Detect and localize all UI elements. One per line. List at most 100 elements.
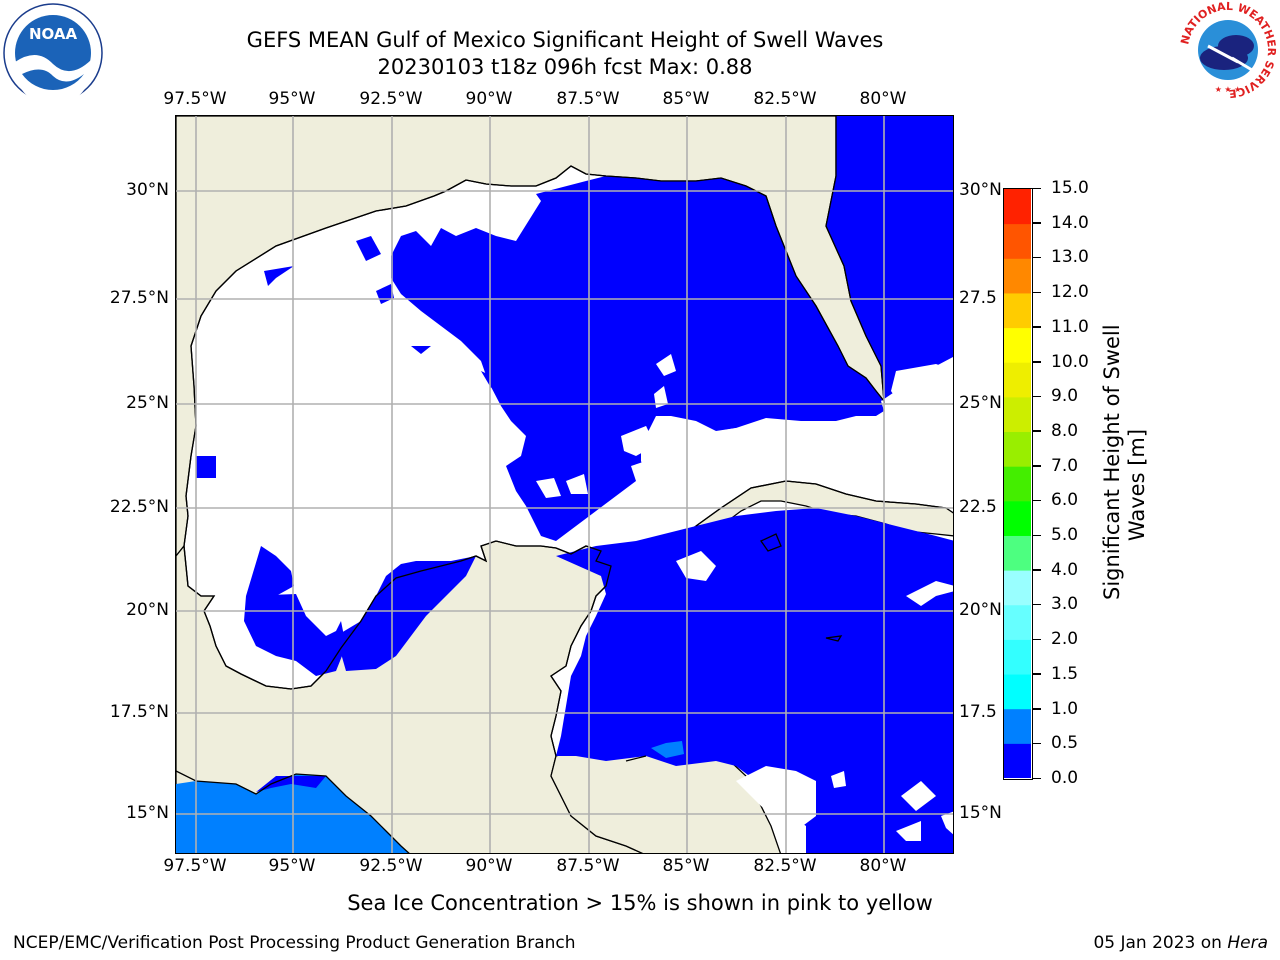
- lat-tick-right: 15°N: [959, 803, 1002, 823]
- colorbar-tick-label: 2.0: [1051, 629, 1079, 650]
- nws-logo: NATIONAL WEATHER SERVICE ★ ★ ★: [1178, 0, 1278, 100]
- colorbar-tick-label: 9.0: [1051, 386, 1079, 407]
- colorbar-tick-mark: [1033, 222, 1041, 224]
- map-panel: [175, 115, 954, 854]
- lon-tick-top: 95°W: [268, 89, 316, 109]
- colorbar-swatch: [1004, 292, 1031, 329]
- colorbar-tick-label: 0.0: [1051, 768, 1079, 788]
- colorbar-tick-mark: [1033, 673, 1041, 675]
- colorbar-swatch: [1004, 535, 1031, 571]
- colorbar-swatch: [1004, 258, 1031, 294]
- lat-tick-left: 17.5°N: [109, 702, 169, 722]
- colorbar-swatch: [1004, 466, 1031, 502]
- colorbar-swatch: [1004, 708, 1031, 744]
- footer-credit: NCEP/EMC/Verification Post Processing Pr…: [13, 933, 576, 953]
- colorbar-swatch: [1004, 570, 1031, 606]
- colorbar-tick-label: 10.0: [1051, 351, 1089, 372]
- colorbar-tick-mark: [1033, 361, 1041, 363]
- lon-tick-top: 90°W: [465, 89, 513, 109]
- lon-tick-bottom: 87.5°W: [556, 856, 620, 876]
- lon-tick-top: 92.5°W: [359, 89, 423, 109]
- lon-tick-top: 97.5°W: [163, 89, 227, 109]
- footer-host: Hera: [1227, 933, 1268, 953]
- colorbar-swatch: [1004, 223, 1031, 259]
- lat-tick-right: 30°N: [959, 180, 1002, 200]
- lon-tick-bottom: 92.5°W: [359, 856, 423, 876]
- footer-date-text: 05 Jan 2023 on: [1093, 933, 1228, 953]
- colorbar-tick-label: 1.5: [1051, 663, 1079, 684]
- colorbar-swatch: [1004, 743, 1031, 779]
- colorbar-tick-mark: [1033, 187, 1041, 189]
- noaa-logo-text: NOAA: [29, 25, 78, 43]
- colorbar-title: Significant Height of Swell Waves [m]: [1100, 324, 1150, 600]
- swell-0-0.5m: [196, 116, 953, 853]
- colorbar-tick-mark: [1033, 708, 1041, 710]
- lat-tick-right: 20°N: [959, 600, 1002, 620]
- colorbar-tick-mark: [1033, 777, 1041, 779]
- colorbar-swatch: [1004, 500, 1031, 536]
- colorbar-tick-mark: [1033, 742, 1041, 745]
- colorbar-swatch: [1004, 189, 1031, 225]
- colorbar-tick-mark: [1033, 256, 1041, 259]
- colorbar-tick-mark: [1033, 430, 1041, 432]
- colorbar-swatch: [1004, 362, 1031, 398]
- lon-tick-bottom: 82.5°W: [753, 856, 817, 876]
- colorbar-tick-label: 4.0: [1051, 559, 1079, 580]
- colorbar-tick-label: 15.0: [1051, 178, 1089, 198]
- colorbar-swatches: [1004, 189, 1031, 779]
- coastlines: [176, 116, 947, 853]
- colorbar-tick-label: 8.0: [1051, 420, 1079, 441]
- chart-subtitle: 20230103 t18z 096h fcst Max: 0.88: [377, 55, 753, 79]
- lon-tick-bottom: 85°W: [662, 856, 710, 876]
- colorbar-tick-mark: [1033, 499, 1041, 502]
- lon-tick-top: 82.5°W: [753, 89, 817, 109]
- colorbar-tick-mark: [1033, 291, 1041, 294]
- colorbar-tick-label: 14.0: [1051, 212, 1089, 233]
- colorbar-swatch: [1004, 639, 1031, 675]
- colorbar-tick-label: 11.0: [1051, 316, 1089, 337]
- lat-tick-right: 25°N: [959, 393, 1002, 413]
- footer-date: 05 Jan 2023 on Hera: [1093, 933, 1268, 953]
- colorbar-tick-mark: [1033, 603, 1041, 606]
- lon-tick-top: 80°W: [859, 89, 907, 109]
- colorbar-tick-label: 12.0: [1051, 282, 1089, 303]
- colorbar-tick-mark: [1033, 569, 1041, 571]
- colorbar-swatch: [1004, 431, 1031, 467]
- lon-tick-bottom: 90°W: [465, 856, 513, 876]
- lon-tick-bottom: 80°W: [859, 856, 907, 876]
- lat-tick-left: 20°N: [126, 600, 169, 620]
- lat-tick-right: 17.5: [959, 702, 997, 722]
- colorbar-swatch: [1004, 604, 1031, 640]
- swell-0-0.5m-strip: [256, 776, 326, 792]
- colorbar: [1003, 188, 1033, 780]
- lat-tick-left: 30°N: [126, 180, 169, 200]
- map-svg: [176, 116, 953, 853]
- colorbar-tick-label: 0.5: [1051, 733, 1079, 754]
- lat-tick-left: 25°N: [126, 393, 169, 413]
- graticule: [176, 116, 953, 853]
- svg-text:★ ★ ★: ★ ★ ★: [1215, 85, 1242, 94]
- lat-tick-right: 27.5: [959, 288, 997, 308]
- lon-tick-bottom: 95°W: [268, 856, 316, 876]
- colorbar-title-line2: Waves [m]: [1125, 428, 1149, 542]
- lon-tick-bottom: 97.5°W: [163, 856, 227, 876]
- colorbar-tick-label: 5.0: [1051, 525, 1079, 546]
- colorbar-swatch: [1004, 327, 1031, 363]
- colorbar-tick-label: 7.0: [1051, 455, 1079, 476]
- lat-tick-right: 22.5: [959, 497, 997, 517]
- lat-tick-left: 15°N: [126, 803, 169, 823]
- colorbar-title-line1: Significant Height of Swell: [1100, 324, 1124, 600]
- colorbar-tick-label: 6.0: [1051, 490, 1079, 511]
- lat-tick-left: 22.5°N: [109, 497, 169, 517]
- sea-ice-note: Sea Ice Concentration > 15% is shown in …: [347, 891, 933, 915]
- lon-tick-top: 87.5°W: [556, 89, 620, 109]
- lat-tick-left: 27.5°N: [109, 288, 169, 308]
- colorbar-tick-mark: [1033, 465, 1041, 467]
- colorbar-tick-label: 13.0: [1051, 247, 1089, 268]
- colorbar-tick-label: 1.0: [1051, 698, 1079, 719]
- colorbar-tick-label: 3.0: [1051, 594, 1079, 615]
- colorbar-tick-mark: [1033, 534, 1041, 537]
- colorbar-swatch: [1004, 674, 1031, 710]
- colorbar-tick-mark: [1033, 638, 1041, 641]
- chart-title: GEFS MEAN Gulf of Mexico Significant Hei…: [246, 28, 884, 52]
